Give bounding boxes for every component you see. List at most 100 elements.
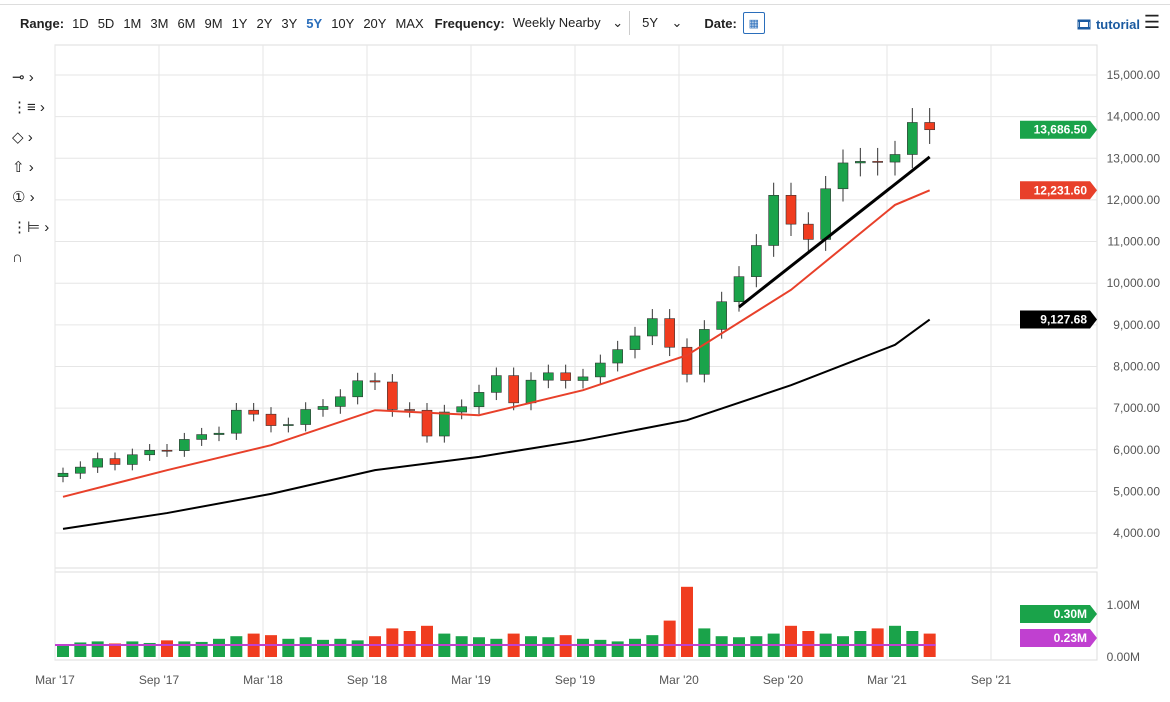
period-select[interactable]: 5Y ⌄: [642, 15, 682, 31]
range-9m[interactable]: 9M: [204, 15, 223, 31]
y-tick-label: 13,000.00: [1107, 151, 1161, 165]
candle: [664, 309, 675, 357]
candle: [681, 338, 693, 383]
x-tick-label: Mar '21: [867, 673, 907, 687]
y-tick-label: 6,000.00: [1113, 443, 1160, 457]
range-20y[interactable]: 20Y: [363, 15, 387, 31]
volume-bar: [161, 640, 173, 657]
ma-short-line: [62, 189, 931, 498]
range-buttons: 1D 5D 1M 3M 6M 9M 1Y 2Y 3Y 5Y 10Y 20Y MAX: [72, 16, 433, 31]
range-3m[interactable]: 3M: [150, 15, 169, 31]
svg-text:0.30M: 0.30M: [1054, 607, 1087, 621]
svg-text:0.23M: 0.23M: [1054, 631, 1087, 645]
frequency-select[interactable]: Weekly Nearby ⌄: [513, 15, 623, 31]
frequency-value: Weekly Nearby: [512, 15, 601, 30]
volume-bar: [299, 637, 312, 657]
period-value: 5Y: [642, 15, 658, 30]
candle: [629, 326, 641, 359]
volume-bar: [854, 631, 867, 657]
range-1m[interactable]: 1M: [123, 15, 142, 31]
range-1d[interactable]: 1D: [72, 15, 89, 31]
volume-bar: [57, 644, 69, 657]
counter-tool-icon[interactable]: ① ›: [12, 189, 35, 206]
hamburger-menu-icon[interactable]: ☰: [1143, 12, 1160, 32]
volume-bar: [74, 642, 87, 657]
chevron-down-icon: ⌄: [671, 15, 683, 30]
range-3y[interactable]: 3Y: [281, 15, 298, 31]
volume-tick-label: 0.00M: [1107, 650, 1140, 664]
volume-bar: [213, 638, 225, 657]
candle: [57, 467, 69, 483]
y-tick-label: 14,000.00: [1107, 110, 1161, 124]
volume-bar: [109, 643, 121, 657]
candle: [837, 149, 849, 202]
volume-bar: [334, 638, 347, 657]
candle: [300, 402, 311, 432]
trendline: [738, 155, 931, 309]
candle: [560, 364, 571, 389]
range-2y[interactable]: 2Y: [256, 15, 273, 31]
calendar-icon[interactable]: ▦: [742, 12, 765, 34]
svg-text:9,127.68: 9,127.68: [1040, 313, 1087, 327]
film-icon: 🎞: [1075, 17, 1093, 32]
volume-bar: [91, 641, 104, 657]
volume-bar: [785, 625, 797, 657]
range-5y[interactable]: 5Y: [306, 15, 323, 31]
volume-bar: [265, 635, 277, 657]
volume-bar: [351, 640, 364, 657]
range-1y[interactable]: 1Y: [231, 15, 248, 31]
y-tick-label: 4,000.00: [1113, 526, 1160, 540]
x-tick-label: Sep '17: [139, 673, 180, 687]
svg-text:13,686.50: 13,686.50: [1034, 123, 1088, 137]
candle: [855, 147, 866, 177]
candle: [387, 374, 398, 417]
volume-bar: [386, 628, 399, 657]
tutorial-link[interactable]: 🎞 tutorial: [1076, 17, 1140, 33]
range-10y[interactable]: 10Y: [331, 15, 355, 31]
candle: [456, 399, 467, 420]
candle: [231, 402, 242, 440]
shape-tool-icon[interactable]: ◇ ›: [12, 129, 33, 146]
y-tick-label: 7,000.00: [1113, 401, 1160, 415]
range-max[interactable]: MAX: [395, 15, 424, 31]
fib-tool-icon[interactable]: ⋮≡ ›: [12, 99, 45, 116]
volume-bar: [542, 637, 555, 657]
range-label: Range:: [20, 15, 65, 31]
line-tool-icon[interactable]: ⊸ ›: [12, 69, 34, 86]
pitchfork-tool-icon[interactable]: ⋮⊨ ›: [12, 219, 50, 236]
magnet-icon[interactable]: ∩: [12, 248, 23, 266]
candle: [595, 354, 606, 385]
candle: [803, 212, 814, 251]
candle: [785, 182, 797, 237]
volume-bar: [646, 635, 659, 657]
candle: [577, 368, 589, 389]
range-5d[interactable]: 5D: [97, 15, 115, 31]
svg-text:12,231.60: 12,231.60: [1034, 183, 1088, 197]
y-tick-label: 9,000.00: [1113, 318, 1160, 332]
x-tick-label: Mar '17: [35, 673, 75, 687]
volume-bar: [559, 635, 572, 657]
candle: [213, 426, 225, 442]
candle: [265, 407, 277, 433]
volume-last-tag: 0.30M: [1020, 605, 1097, 623]
range-6m[interactable]: 6M: [177, 15, 196, 31]
volume-bar: [178, 641, 191, 657]
ma-long-line: [62, 318, 931, 530]
candle: [404, 402, 415, 418]
y-tick-label: 10,000.00: [1107, 276, 1161, 290]
candle: [716, 291, 727, 339]
volume-bar: [577, 638, 589, 657]
volume-avg-tag: 0.23M: [1020, 629, 1097, 647]
candle: [248, 402, 259, 422]
volume-bar: [525, 636, 537, 657]
x-tick-label: Sep '20: [763, 673, 804, 687]
candle: [75, 461, 86, 479]
arrow-tool-icon[interactable]: ⇧ ›: [12, 159, 34, 176]
candle: [768, 182, 779, 257]
candle: [924, 108, 935, 144]
volume-bar: [681, 586, 693, 657]
volume-bar: [403, 631, 416, 657]
volume-bar: [317, 639, 329, 657]
ma-short-tag: 12,231.60: [1020, 181, 1097, 200]
